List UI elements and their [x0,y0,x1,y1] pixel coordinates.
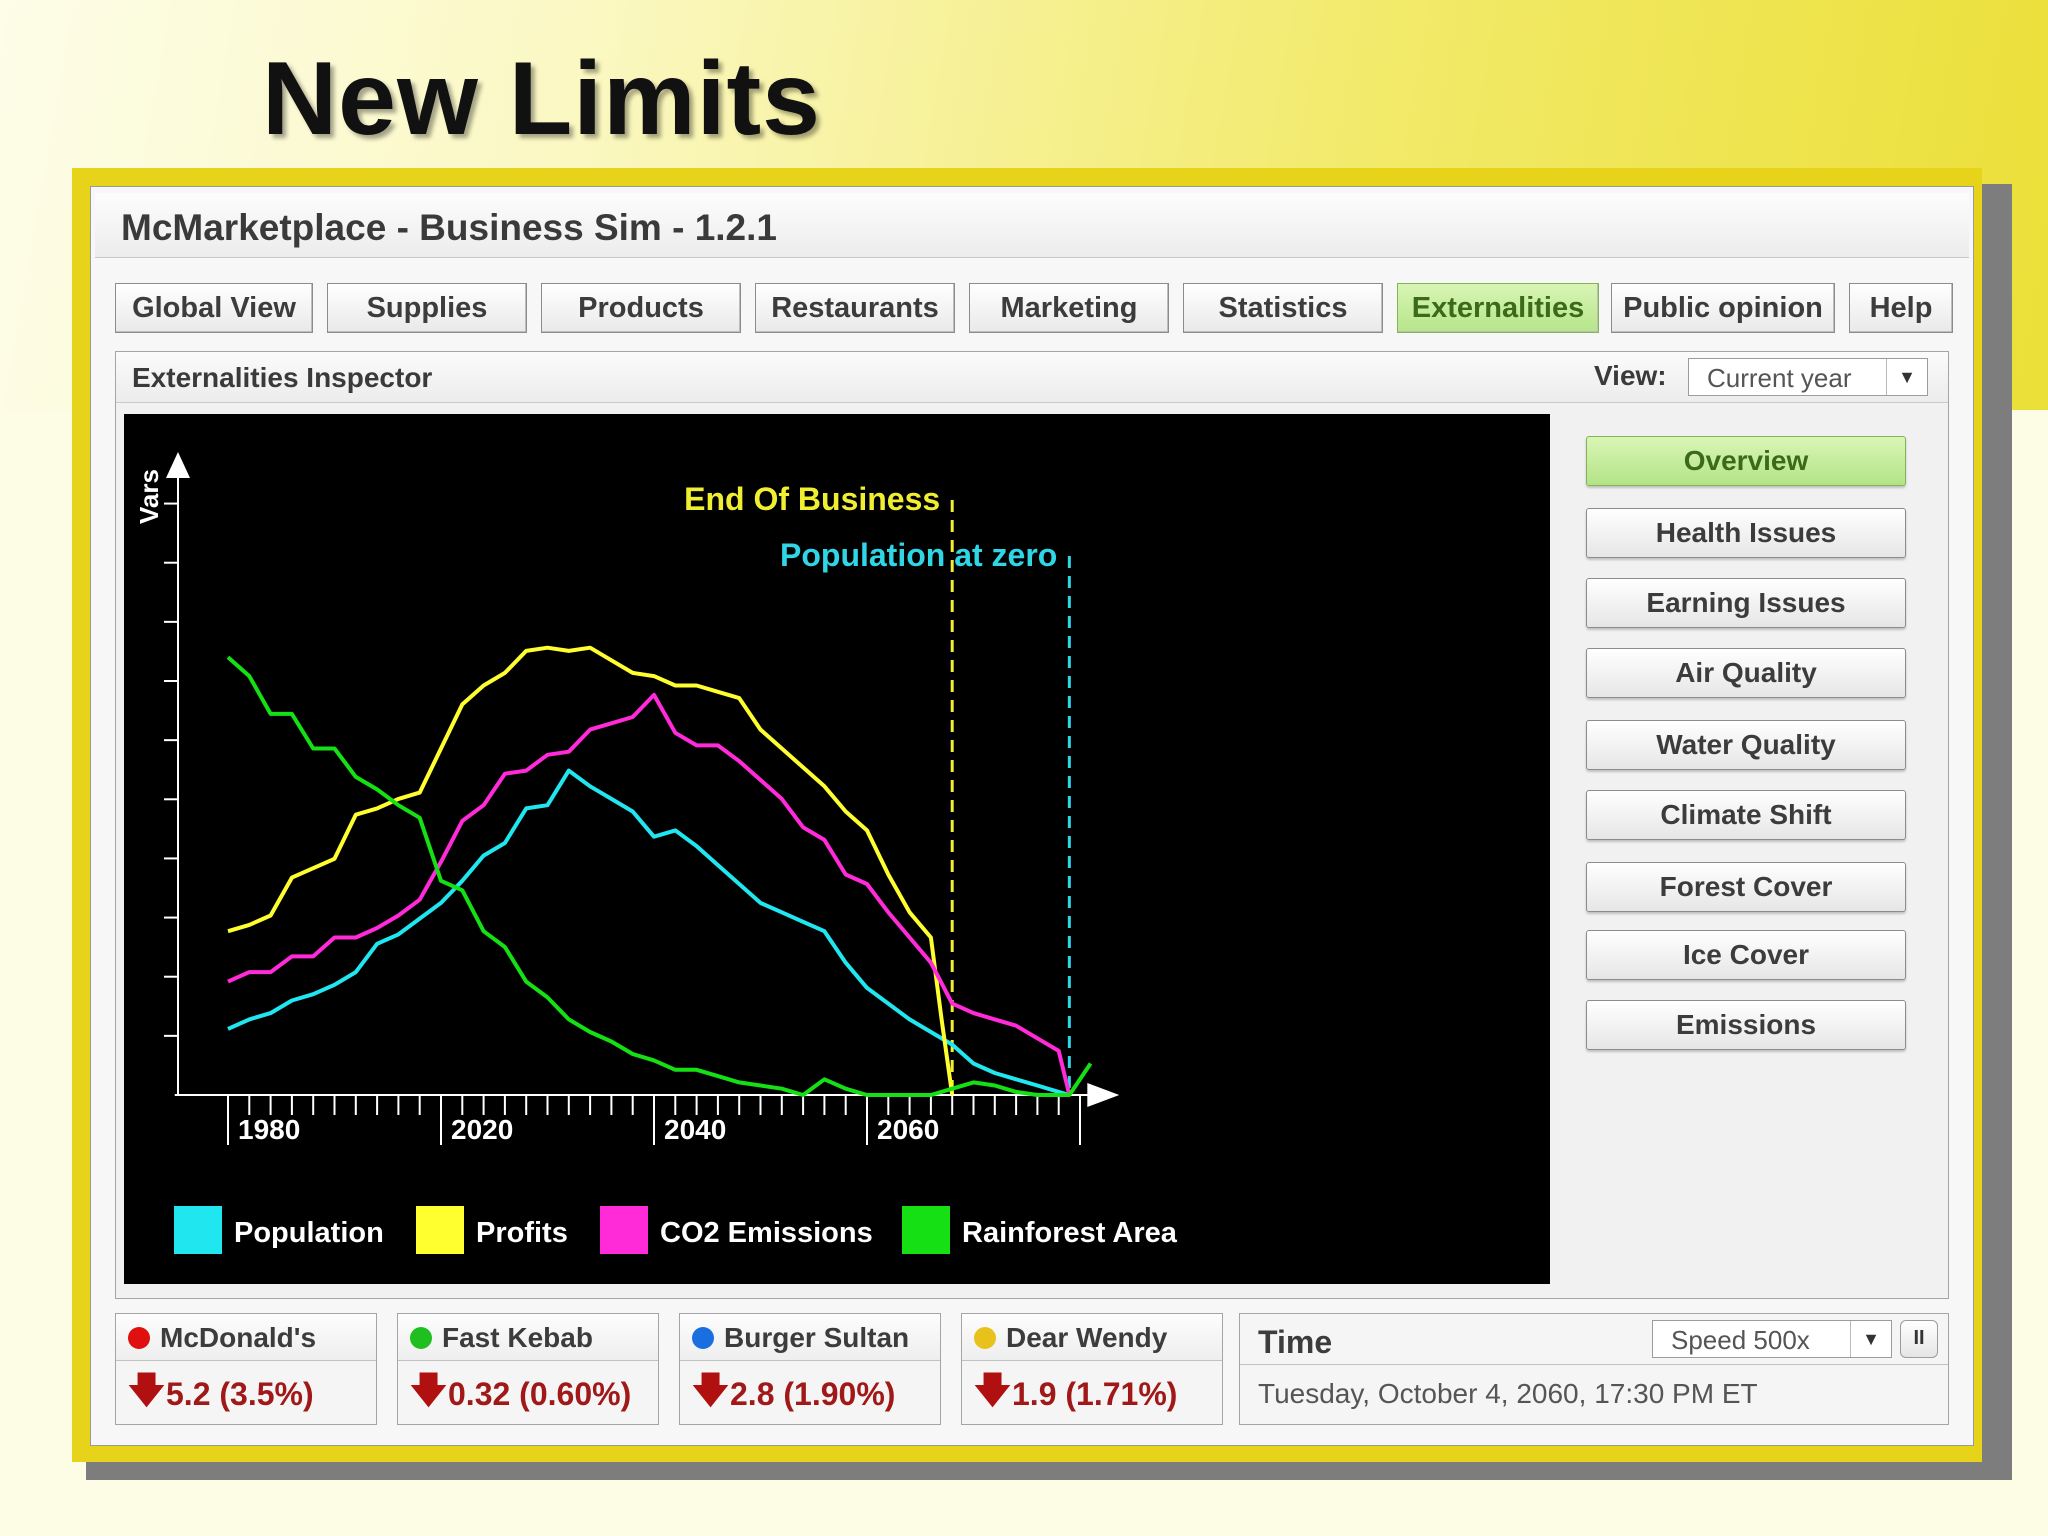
company-dot-icon [974,1327,996,1349]
company-name: Burger Sultan [724,1322,910,1353]
tab-externalities[interactable]: Externalities [1397,283,1599,333]
app-window: McMarketplace - Business Sim - 1.2.1 Glo… [90,186,1974,1446]
forest-cover-button[interactable]: Forest Cover [1586,862,1906,912]
pause-button[interactable]: II [1900,1320,1938,1358]
climate-shift-button[interactable]: Climate Shift [1586,790,1906,840]
company-value: 2.8 (1.90%) [730,1376,896,1412]
company-panel-fast-kebab: Fast Kebab 🡇 0.32 (0.60%) [397,1313,659,1425]
inspector-header: Externalities Inspector View: Current ye… [116,352,1948,403]
tab-help[interactable]: Help [1849,283,1953,333]
arrow-down-icon: 🡇 [974,1369,1012,1410]
y-axis-label: Vars [134,469,164,524]
arrow-down-icon: 🡇 [128,1369,166,1410]
tab-global-view[interactable]: Global View [115,283,313,333]
company-header: McDonald's [116,1314,376,1361]
speed-value: Speed 500x [1671,1325,1810,1355]
annotation-label: Population at zero [780,537,1057,573]
tab-restaurants[interactable]: Restaurants [755,283,955,333]
series-line-co2-emissions [227,692,1072,1096]
company-dot-icon [128,1327,150,1349]
company-value: 1.9 (1.71%) [1012,1376,1178,1412]
legend-label: Population [234,1217,384,1249]
ice-cover-button[interactable]: Ice Cover [1586,930,1906,980]
air-quality-button[interactable]: Air Quality [1586,648,1906,698]
time-panel: Time Speed 500x ▼ II Tuesday, October 4,… [1239,1313,1949,1425]
chevron-down-icon[interactable]: ▼ [1886,359,1927,395]
company-value: 0.32 (0.60%) [448,1376,632,1412]
y-axis-arrow-icon [166,452,190,478]
company-panel-mcdonalds: McDonald's 🡇 5.2 (3.5%) [115,1313,377,1425]
legend-swatch [174,1206,222,1254]
window-title: McMarketplace - Business Sim - 1.2.1 [121,207,777,248]
divider [1240,1364,1948,1365]
inspector-title: Externalities Inspector [132,362,433,393]
company-name: McDonald's [160,1322,317,1353]
legend-label: Rainforest Area [962,1217,1178,1249]
chevron-down-icon[interactable]: ▼ [1850,1321,1891,1357]
current-datetime: Tuesday, October 4, 2060, 17:30 PM ET [1258,1378,1758,1409]
water-quality-button[interactable]: Water Quality [1586,720,1906,770]
view-label: View: [1594,360,1667,391]
series-line-profits [227,645,955,1096]
view-select-value: Current year [1707,363,1852,393]
x-tick-label: 2060 [877,1114,939,1145]
tab-public-opinion[interactable]: Public opinion [1611,283,1835,333]
legend-label: Profits [476,1217,568,1249]
company-header: Burger Sultan [680,1314,940,1361]
view-select[interactable]: Current year ▼ [1688,358,1928,396]
legend-swatch [600,1206,648,1254]
company-header: Fast Kebab [398,1314,658,1361]
company-name: Dear Wendy [1006,1322,1168,1353]
legend-swatch [902,1206,950,1254]
company-dot-icon [692,1327,714,1349]
health-issues-button[interactable]: Health Issues [1586,508,1906,558]
x-tick-label: 2020 [451,1114,513,1145]
chart-svg: 1980 2020 2040 2060 Vars End Of Business Popul… [134,452,1178,1254]
series-line-population [227,768,1070,1097]
earning-issues-button[interactable]: Earning Issues [1586,578,1906,628]
pause-icon: II [1913,1327,1925,1349]
tab-products[interactable]: Products [541,283,741,333]
x-tick-label: 1980 [238,1114,300,1145]
company-value: 5.2 (3.5%) [166,1376,314,1412]
slide-title: New Limits [262,41,821,157]
tab-marketing[interactable]: Marketing [969,283,1169,333]
time-label: Time [1258,1324,1333,1360]
externalities-chart: 1980 2020 2040 2060 Vars End Of Business Popul… [124,414,1550,1284]
x-tick-label: 2040 [664,1114,726,1145]
emissions-button[interactable]: Emissions [1586,1000,1906,1050]
overview-button[interactable]: Overview [1586,436,1906,486]
company-dot-icon [410,1327,432,1349]
window-titlebar: McMarketplace - Business Sim - 1.2.1 [95,193,1969,258]
speed-select[interactable]: Speed 500x ▼ [1652,1320,1892,1358]
series-line-rainforest-area [226,655,1093,1097]
company-panel-dear-wendy: Dear Wendy 🡇 1.9 (1.71%) [961,1313,1223,1425]
externalities-inspector: Externalities Inspector View: Current ye… [115,351,1949,1299]
legend-label: CO2 Emissions [660,1217,873,1249]
legend-swatch [416,1206,464,1254]
arrow-down-icon: 🡇 [692,1369,730,1410]
arrow-down-icon: 🡇 [410,1369,448,1410]
company-header: Dear Wendy [962,1314,1222,1361]
company-name: Fast Kebab [442,1322,593,1353]
x-axis-arrow-icon [1087,1083,1120,1107]
annotation-label: End Of Business [684,481,940,517]
tab-statistics[interactable]: Statistics [1183,283,1383,333]
tab-supplies[interactable]: Supplies [327,283,527,333]
company-panel-burger-sultan: Burger Sultan 🡇 2.8 (1.90%) [679,1313,941,1425]
